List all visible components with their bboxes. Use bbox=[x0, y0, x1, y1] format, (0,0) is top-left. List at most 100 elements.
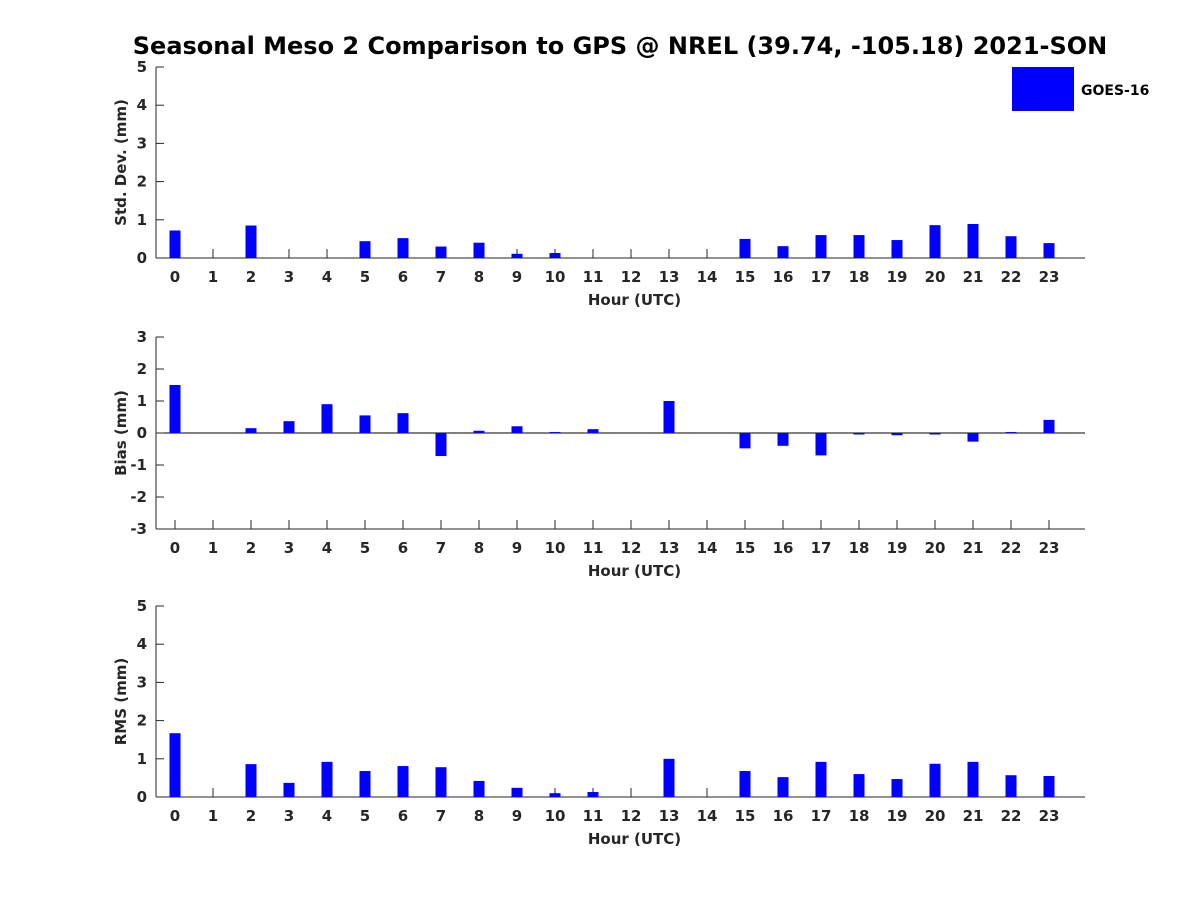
bar-hour-8 bbox=[473, 430, 485, 433]
legend-label: GOES-16 bbox=[1081, 83, 1149, 99]
y-tick-label: 5 bbox=[137, 597, 147, 615]
x-tick-label: 1 bbox=[208, 539, 218, 557]
y-tick-label: 4 bbox=[137, 96, 147, 114]
x-tick-label: 20 bbox=[925, 807, 946, 825]
bar-hour-22 bbox=[1005, 432, 1017, 434]
bar-hour-15 bbox=[739, 238, 751, 258]
x-tick-label: 8 bbox=[474, 807, 484, 825]
bar-hour-19 bbox=[891, 779, 903, 797]
bar-hour-5 bbox=[359, 771, 371, 797]
x-tick-label: 0 bbox=[170, 807, 180, 825]
x-tick-label: 9 bbox=[512, 539, 522, 557]
x-tick-label: 20 bbox=[925, 539, 946, 557]
x-tick-label: 2 bbox=[246, 539, 256, 557]
x-tick-label: 18 bbox=[849, 268, 870, 286]
x-tick-label: 21 bbox=[963, 807, 984, 825]
x-tick-label: 8 bbox=[474, 539, 484, 557]
y-tick-label: 4 bbox=[137, 635, 147, 653]
x-tick-label: 21 bbox=[963, 268, 984, 286]
bar-hour-3 bbox=[283, 421, 295, 433]
x-tick-label: 3 bbox=[284, 268, 294, 286]
bar-hour-21 bbox=[967, 433, 979, 442]
bar-hour-9 bbox=[511, 253, 523, 258]
x-tick-label: 11 bbox=[583, 539, 604, 557]
y-tick-label: 3 bbox=[137, 328, 147, 346]
bar-hour-6 bbox=[397, 413, 409, 433]
bar-hour-7 bbox=[435, 246, 447, 258]
x-tick-label: 14 bbox=[697, 268, 718, 286]
x-tick-label: 23 bbox=[1039, 807, 1060, 825]
x-tick-label: 17 bbox=[811, 539, 832, 557]
bar-hour-10 bbox=[549, 432, 561, 434]
bar-hour-16 bbox=[777, 777, 789, 797]
x-tick-label: 13 bbox=[659, 268, 680, 286]
y-tick-label: 2 bbox=[137, 712, 147, 730]
bar-hour-17 bbox=[815, 433, 827, 456]
x-tick-label: 0 bbox=[170, 539, 180, 557]
y-tick-label: -2 bbox=[130, 488, 147, 506]
x-tick-label: 17 bbox=[811, 807, 832, 825]
y-axis-label: RMS (mm) bbox=[112, 658, 130, 745]
bar-hour-19 bbox=[891, 433, 903, 436]
x-tick-label: 11 bbox=[583, 807, 604, 825]
y-tick-label: 3 bbox=[137, 673, 147, 691]
x-tick-label: 9 bbox=[512, 268, 522, 286]
x-tick-label: 10 bbox=[545, 539, 566, 557]
bar-hour-18 bbox=[853, 433, 865, 435]
chart-title: Seasonal Meso 2 Comparison to GPS @ NREL… bbox=[133, 32, 1108, 60]
x-tick-label: 16 bbox=[773, 539, 794, 557]
bar-hour-7 bbox=[435, 433, 447, 457]
bar-hour-23 bbox=[1043, 243, 1055, 258]
bar-hour-21 bbox=[967, 224, 979, 258]
x-tick-label: 21 bbox=[963, 539, 984, 557]
bar-hour-8 bbox=[473, 780, 485, 797]
y-tick-label: -1 bbox=[130, 456, 147, 474]
y-tick-label: 0 bbox=[137, 788, 147, 806]
x-tick-label: 17 bbox=[811, 268, 832, 286]
x-tick-label: 9 bbox=[512, 807, 522, 825]
bar-hour-22 bbox=[1005, 236, 1017, 258]
x-axis-label: Hour (UTC) bbox=[588, 291, 681, 309]
x-tick-label: 2 bbox=[246, 807, 256, 825]
bar-hour-16 bbox=[777, 433, 789, 446]
bar-hour-9 bbox=[511, 787, 523, 797]
y-tick-label: 0 bbox=[137, 249, 147, 267]
bar-hour-16 bbox=[777, 246, 789, 258]
y-tick-label: 1 bbox=[137, 211, 147, 229]
x-tick-label: 3 bbox=[284, 539, 294, 557]
y-tick-label: 0 bbox=[137, 424, 147, 442]
bar-hour-17 bbox=[815, 235, 827, 258]
bar-hour-20 bbox=[929, 433, 941, 435]
y-tick-label: -3 bbox=[130, 520, 147, 538]
x-tick-label: 12 bbox=[621, 268, 642, 286]
x-axis-label: Hour (UTC) bbox=[588, 830, 681, 848]
x-tick-label: 12 bbox=[621, 807, 642, 825]
y-axis-label: Std. Dev. (mm) bbox=[112, 99, 130, 226]
x-tick-label: 16 bbox=[773, 807, 794, 825]
x-tick-label: 23 bbox=[1039, 268, 1060, 286]
bar-hour-10 bbox=[549, 793, 561, 797]
x-tick-label: 19 bbox=[887, 539, 908, 557]
x-tick-label: 10 bbox=[545, 807, 566, 825]
x-axis-label: Hour (UTC) bbox=[588, 562, 681, 580]
x-tick-label: 14 bbox=[697, 539, 718, 557]
x-tick-label: 3 bbox=[284, 807, 294, 825]
x-tick-label: 19 bbox=[887, 268, 908, 286]
bar-hour-11 bbox=[587, 429, 599, 433]
x-tick-label: 5 bbox=[360, 539, 370, 557]
x-tick-label: 5 bbox=[360, 268, 370, 286]
x-tick-label: 15 bbox=[735, 268, 756, 286]
x-tick-label: 4 bbox=[322, 539, 332, 557]
bar-hour-8 bbox=[473, 242, 485, 258]
bar-hour-15 bbox=[739, 771, 751, 797]
bar-hour-21 bbox=[967, 761, 979, 797]
bar-hour-18 bbox=[853, 235, 865, 258]
x-tick-label: 12 bbox=[621, 539, 642, 557]
x-tick-label: 2 bbox=[246, 268, 256, 286]
bar-hour-15 bbox=[739, 433, 751, 449]
x-tick-label: 23 bbox=[1039, 539, 1060, 557]
